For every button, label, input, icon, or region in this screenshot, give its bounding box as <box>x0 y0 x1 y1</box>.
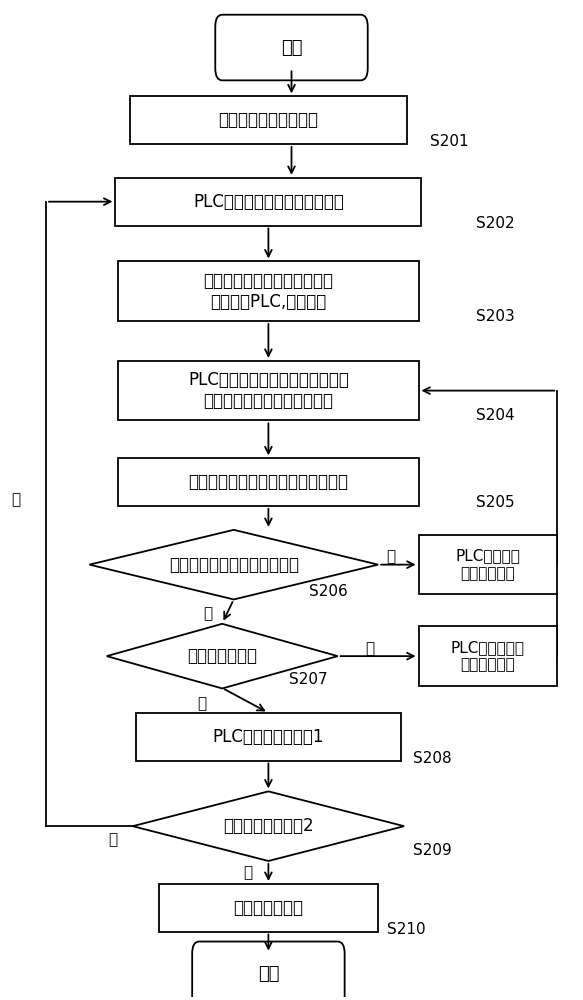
Polygon shape <box>107 624 338 688</box>
Text: 否: 否 <box>11 492 20 507</box>
Text: 判断其是否完好: 判断其是否完好 <box>187 647 257 665</box>
Text: S207: S207 <box>289 672 327 686</box>
Text: 启动系统，初始化参数: 启动系统，初始化参数 <box>219 111 318 129</box>
Text: 控制，切断蔗种: 控制，切断蔗种 <box>233 899 303 917</box>
Text: PLC控制，切断
蔗种，并舍弃: PLC控制，切断 蔗种，并舍弃 <box>451 640 525 672</box>
Text: 茎节感应机构，感应到茎节，
信号传到PLC,停止输送: 茎节感应机构，感应到茎节， 信号传到PLC,停止输送 <box>203 272 333 311</box>
Text: S204: S204 <box>476 408 515 423</box>
Bar <box>419 626 557 686</box>
Text: S205: S205 <box>476 495 515 510</box>
Text: 结束: 结束 <box>258 965 279 983</box>
Polygon shape <box>133 791 404 861</box>
Text: S203: S203 <box>476 309 515 324</box>
Text: 否: 否 <box>365 641 374 656</box>
Bar <box>130 96 407 144</box>
Text: 判断计数是否等于2: 判断计数是否等于2 <box>223 817 314 835</box>
Text: 开始: 开始 <box>281 39 302 57</box>
Text: 处理图像，对处理后的结果进行分析: 处理图像，对处理后的结果进行分析 <box>188 473 349 491</box>
Text: 判断图像内是否含有甘蔗种芽: 判断图像内是否含有甘蔗种芽 <box>168 556 298 574</box>
Text: S202: S202 <box>476 216 515 231</box>
Bar <box>136 713 401 761</box>
Text: S210: S210 <box>387 922 426 937</box>
Bar <box>118 361 419 420</box>
Bar <box>118 261 419 321</box>
Text: 是: 是 <box>203 606 212 621</box>
Text: PLC控制甘蔗传送机构输送甘蔗: PLC控制甘蔗传送机构输送甘蔗 <box>193 193 344 211</box>
Bar <box>419 535 557 594</box>
Text: S206: S206 <box>309 584 347 599</box>
Bar <box>159 884 378 932</box>
Text: S201: S201 <box>430 134 469 149</box>
Text: PLC向图像分析装置传递信号，使
其促发图像采集机构拍摄图像: PLC向图像分析装置传递信号，使 其促发图像采集机构拍摄图像 <box>188 371 349 410</box>
Text: PLC的计数寄存器加1: PLC的计数寄存器加1 <box>213 728 324 746</box>
Bar <box>118 458 419 506</box>
Text: 否: 否 <box>387 549 395 564</box>
FancyBboxPatch shape <box>215 15 368 80</box>
Text: 是: 是 <box>198 696 206 711</box>
Polygon shape <box>89 530 378 599</box>
FancyBboxPatch shape <box>192 942 345 1000</box>
Text: 是: 是 <box>244 865 253 880</box>
Text: S209: S209 <box>413 843 451 858</box>
Bar <box>115 178 422 226</box>
Text: S208: S208 <box>413 751 451 766</box>
Text: PLC控制图像
采集机构转动: PLC控制图像 采集机构转动 <box>455 548 520 581</box>
Text: 否: 否 <box>108 833 117 848</box>
